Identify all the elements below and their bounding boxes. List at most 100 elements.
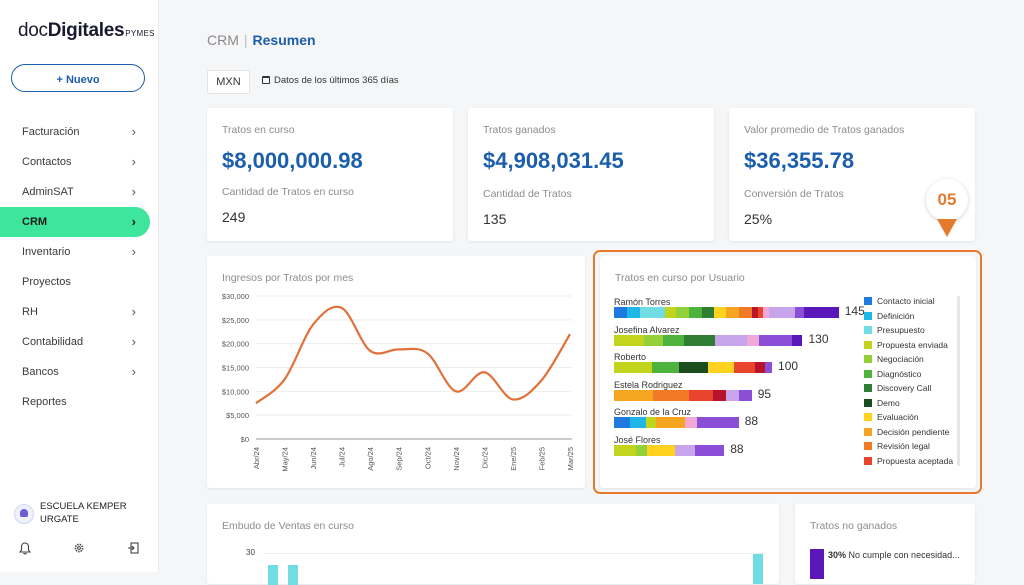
legend-item[interactable]: Presupuesto: [864, 325, 925, 335]
user-stacked-bar[interactable]: [614, 307, 839, 318]
bar-segment[interactable]: [715, 334, 748, 346]
bar-segment[interactable]: [795, 307, 804, 318]
bar-segment[interactable]: [689, 307, 703, 318]
kpi-label: Tratos ganados: [483, 124, 556, 136]
legend-item[interactable]: Demo: [864, 398, 900, 408]
bar-segment[interactable]: [664, 307, 677, 318]
sidebar-item-facturacion[interactable]: Facturación ›: [0, 117, 158, 147]
legend-item[interactable]: Definición: [864, 311, 914, 321]
user-stacked-bar[interactable]: [614, 334, 803, 346]
bar-segment[interactable]: [685, 417, 697, 428]
legend-label: Discovery Call: [877, 383, 932, 393]
bar-segment[interactable]: [754, 362, 765, 373]
sidebar-item-adminsat[interactable]: AdminSAT ›: [0, 177, 158, 207]
bar-segment[interactable]: [676, 307, 690, 318]
bar-segment[interactable]: [734, 362, 755, 373]
bar-segment[interactable]: [803, 307, 839, 318]
bar-segment[interactable]: [712, 389, 726, 401]
chevron-right-icon: ›: [131, 214, 136, 229]
bar-segment[interactable]: [763, 307, 770, 318]
bar-segment[interactable]: [738, 389, 752, 401]
bar-segment[interactable]: [640, 307, 665, 318]
bar-segment[interactable]: [679, 362, 709, 373]
bar-segment[interactable]: [764, 362, 773, 373]
bar-segment[interactable]: [683, 334, 716, 346]
funnel-bar[interactable]: [288, 565, 298, 585]
bar-segment[interactable]: [747, 334, 759, 346]
user-name-label: Estela Rodriguez: [614, 379, 683, 390]
sidebar-item-label: AdminSAT: [22, 186, 74, 198]
bar-segment[interactable]: [629, 417, 646, 428]
legend-swatch: [864, 442, 872, 450]
bar-segment[interactable]: [751, 307, 758, 318]
new-button[interactable]: + Nuevo: [11, 64, 145, 92]
revenue-series-line[interactable]: [255, 305, 571, 405]
breadcrumb-section[interactable]: CRM: [207, 32, 239, 48]
sidebar-item-crm[interactable]: CRM ›: [0, 207, 150, 237]
bar-segment[interactable]: [758, 334, 793, 346]
bar-segment[interactable]: [695, 444, 725, 456]
bar-segment[interactable]: [769, 307, 796, 318]
chevron-right-icon: ›: [131, 154, 136, 169]
bar-segment[interactable]: [725, 389, 739, 401]
bar-segment[interactable]: [614, 389, 654, 401]
bar-segment[interactable]: [653, 389, 690, 401]
bar-segment[interactable]: [696, 417, 739, 428]
sidebar-item-contabilidad[interactable]: Contabilidad ›: [0, 327, 158, 357]
gear-icon[interactable]: [73, 542, 85, 557]
currency-selector[interactable]: MXN: [207, 70, 250, 94]
bar-segment[interactable]: [663, 334, 684, 346]
legend-item[interactable]: Discovery Call: [864, 383, 931, 393]
sidebar-item-rh[interactable]: RH ›: [0, 297, 158, 327]
legend-scrollbar[interactable]: [957, 296, 960, 466]
bar-segment[interactable]: [627, 307, 641, 318]
sidebar-item-reportes[interactable]: Reportes: [0, 387, 158, 417]
kpi-subvalue: 25%: [744, 211, 773, 227]
legend-item[interactable]: Evaluación: [864, 412, 919, 422]
bar-segment[interactable]: [614, 444, 636, 456]
bar-segment[interactable]: [689, 389, 713, 401]
bar-segment[interactable]: [614, 307, 628, 318]
bar-segment[interactable]: [714, 307, 726, 318]
bar-segment[interactable]: [644, 334, 664, 346]
bar-segment[interactable]: [656, 417, 686, 428]
user-stacked-bar[interactable]: [614, 389, 752, 401]
user-stacked-bar[interactable]: [614, 444, 725, 456]
legend-item[interactable]: Propuesta aceptada: [864, 456, 953, 466]
lost-bar[interactable]: [810, 549, 824, 579]
legend-item[interactable]: Contacto inicial: [864, 296, 935, 306]
user-stacked-bar[interactable]: [614, 362, 773, 373]
bell-icon[interactable]: [18, 542, 32, 558]
bar-segment[interactable]: [708, 362, 735, 373]
sidebar-item-bancos[interactable]: Bancos ›: [0, 357, 158, 387]
legend-item[interactable]: Negociación: [864, 354, 924, 364]
bar-segment[interactable]: [725, 307, 739, 318]
bar-segment[interactable]: [738, 307, 752, 318]
legend-item[interactable]: Decisión pendiente: [864, 427, 949, 437]
org-name: ESCUELA KEMPER URGATE: [40, 501, 127, 525]
user-stacked-bar[interactable]: [614, 417, 739, 428]
logout-icon[interactable]: [127, 542, 139, 557]
bar-segment[interactable]: [645, 417, 657, 428]
bar-segment[interactable]: [702, 307, 715, 318]
bar-segment[interactable]: [635, 444, 648, 456]
period-filter[interactable]: Datos de los últimos 365 días: [262, 75, 399, 86]
bar-segment[interactable]: [614, 334, 645, 346]
bar-segment[interactable]: [674, 444, 696, 456]
legend-item[interactable]: Diagnóstico: [864, 369, 921, 379]
funnel-bar[interactable]: [753, 554, 763, 584]
bar-segment[interactable]: [792, 334, 803, 346]
bar-segment[interactable]: [614, 417, 630, 428]
sidebar-item-contactos[interactable]: Contactos ›: [0, 147, 158, 177]
funnel-bar[interactable]: [268, 565, 278, 585]
legend-item[interactable]: Revisión legal: [864, 441, 930, 451]
bar-segment[interactable]: [651, 362, 680, 373]
legend-item[interactable]: Propuesta enviada: [864, 340, 948, 350]
bar-segment[interactable]: [614, 362, 652, 373]
bar-segment[interactable]: [647, 444, 675, 456]
bar-segment[interactable]: [757, 307, 764, 318]
x-tick-label: Feb/25: [537, 447, 546, 470]
sidebar-item-inventario[interactable]: Inventario ›: [0, 237, 158, 267]
app-logo[interactable]: docDigitalesPYMES: [18, 20, 155, 42]
sidebar-item-proyectos[interactable]: Proyectos: [0, 267, 158, 297]
